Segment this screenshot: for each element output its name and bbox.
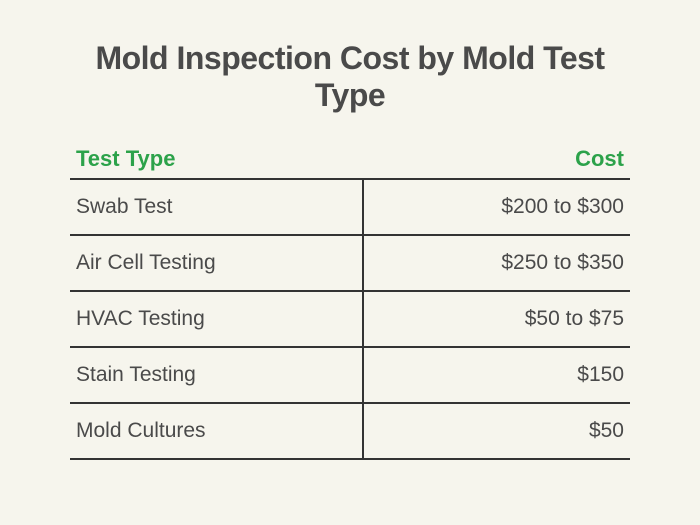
table-row: Air Cell Testing $250 to $350 [70, 236, 630, 292]
page-title: Mold Inspection Cost by Mold Test Type [70, 40, 630, 114]
table-row: HVAC Testing $50 to $75 [70, 292, 630, 348]
table-row: Mold Cultures $50 [70, 404, 630, 460]
cell-test-type: Mold Cultures [70, 404, 364, 458]
table-header-row: Test Type Cost [70, 146, 630, 180]
cell-test-type: Swab Test [70, 180, 364, 234]
cell-test-type: HVAC Testing [70, 292, 364, 346]
table-row: Swab Test $200 to $300 [70, 180, 630, 236]
table-row: Stain Testing $150 [70, 348, 630, 404]
cell-cost: $50 to $75 [364, 307, 630, 331]
cell-cost: $250 to $350 [364, 251, 630, 275]
cell-cost: $150 [364, 363, 630, 387]
cell-cost: $50 [364, 419, 630, 443]
cell-test-type: Stain Testing [70, 348, 364, 402]
header-test-type: Test Type [70, 146, 363, 172]
header-cost: Cost [363, 146, 630, 172]
cell-test-type: Air Cell Testing [70, 236, 364, 290]
cost-table: Test Type Cost Swab Test $200 to $300 Ai… [70, 146, 630, 460]
cell-cost: $200 to $300 [364, 195, 630, 219]
